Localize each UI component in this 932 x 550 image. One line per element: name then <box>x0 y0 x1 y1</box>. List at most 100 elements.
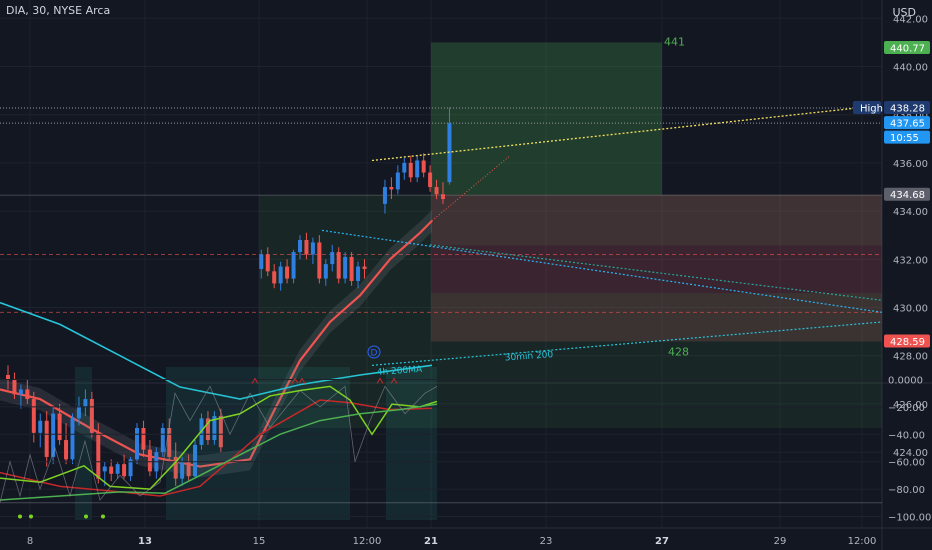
candle-body <box>218 415 223 448</box>
candle-body <box>330 252 335 265</box>
price-tag <box>884 40 930 54</box>
candle-body <box>265 254 270 272</box>
candle-body <box>317 242 322 279</box>
high-tag <box>853 100 881 114</box>
target-label: 441 <box>664 35 685 48</box>
osc-dot <box>84 514 88 519</box>
price-tick-label: 428.00 <box>893 352 928 363</box>
price-tag <box>884 130 930 144</box>
candle-body <box>193 444 198 477</box>
price-tag <box>884 100 930 114</box>
time-tick-label: 15 <box>253 536 266 547</box>
osc-marker <box>291 377 299 384</box>
candle-body <box>141 428 146 450</box>
candle-body <box>310 242 315 255</box>
osc-highlight <box>166 367 350 520</box>
candle-body <box>186 461 191 477</box>
candle-body <box>421 160 426 173</box>
price-tick-label: 436.00 <box>893 159 928 170</box>
price-tag-text: 437.65 <box>890 119 925 130</box>
candle-body <box>57 413 62 441</box>
time-tick-label: 13 <box>138 536 152 547</box>
candle-body <box>89 399 94 433</box>
candle-body <box>102 466 107 472</box>
candle-body <box>167 428 172 457</box>
price-tick-label: 442.00 <box>893 14 928 25</box>
osc-tick-label: −40.00 <box>888 430 925 441</box>
trend-lines <box>321 106 883 366</box>
time-tick-label: 27 <box>655 536 669 547</box>
candle-body <box>343 256 348 279</box>
candle-body <box>115 464 120 474</box>
price-tick-label: 440.00 <box>893 63 928 74</box>
osc-highlight <box>386 367 437 520</box>
price-tag <box>884 116 930 130</box>
candle-body <box>70 418 75 460</box>
time-tick-label: 21 <box>424 536 438 547</box>
price-tick-label: 424.00 <box>893 448 928 459</box>
candle-body <box>44 420 49 457</box>
candle-body <box>304 240 309 255</box>
high-label: High <box>860 103 883 114</box>
candle-body <box>18 389 23 395</box>
candle-body <box>6 374 10 380</box>
candle-body <box>259 254 264 269</box>
candle-body <box>128 459 133 477</box>
candle-body <box>135 428 139 460</box>
osc-dot <box>101 514 105 519</box>
candle-body <box>147 449 152 472</box>
price-tick-label: 434.00 <box>893 207 928 218</box>
candle-body <box>402 162 407 173</box>
candle-body <box>298 240 302 253</box>
candle-body <box>160 428 165 453</box>
candle-body <box>395 172 400 190</box>
candle-body <box>173 456 178 479</box>
candle-body <box>323 264 328 279</box>
ma-label-4h: 4h 200MA <box>377 365 424 378</box>
candle-body <box>83 399 88 407</box>
ma200-line <box>0 301 433 400</box>
osc-marker <box>376 377 384 384</box>
symbol-title: DIA, 30, NYSE Arca <box>6 4 111 17</box>
time-tick-label: 29 <box>774 536 787 547</box>
profit-band <box>431 194 882 246</box>
osc-tick-label: −60.00 <box>888 458 925 469</box>
candle-body <box>349 256 354 281</box>
candle-body <box>441 194 445 200</box>
candle-body <box>180 461 185 479</box>
price-tag-text: 10:55 <box>890 133 919 144</box>
candle-body <box>31 399 36 433</box>
oscillator-pane <box>0 367 882 520</box>
trade-zones <box>0 42 882 428</box>
candle-body <box>122 464 127 477</box>
candle-body <box>109 466 114 474</box>
price-tick-label: 426.00 <box>893 400 928 411</box>
target-zone <box>431 42 662 195</box>
candle-body <box>12 379 17 395</box>
price-tag <box>884 187 930 201</box>
candle-body <box>362 266 367 269</box>
osc-marker <box>251 377 259 384</box>
chart-axes: 442.00440.00438.00436.00434.00432.00430.… <box>27 14 932 547</box>
osc-marker <box>298 377 306 384</box>
time-tick-label: 12:00 <box>353 536 382 547</box>
osc-tick-label: 0.0000 <box>888 376 923 387</box>
osc-tick-label: −20.00 <box>888 403 925 414</box>
candle-body <box>212 415 217 441</box>
cyan-trend <box>371 321 883 366</box>
candle-body <box>76 406 81 419</box>
candle-body <box>96 432 101 479</box>
dividend-label: D <box>371 349 378 359</box>
candle-body <box>205 418 210 441</box>
dividend-marker <box>367 345 381 359</box>
time-tick-label: 8 <box>27 536 33 547</box>
osc-dot <box>29 514 33 519</box>
osc-tick-label: −80.00 <box>888 485 925 496</box>
candle-body <box>428 172 433 187</box>
price-tick-label: 430.00 <box>893 304 928 315</box>
candle-body <box>51 413 56 457</box>
price-tag-text: 428.59 <box>890 337 925 348</box>
price-tag-text: 440.77 <box>890 43 925 54</box>
candle-body <box>64 440 69 460</box>
